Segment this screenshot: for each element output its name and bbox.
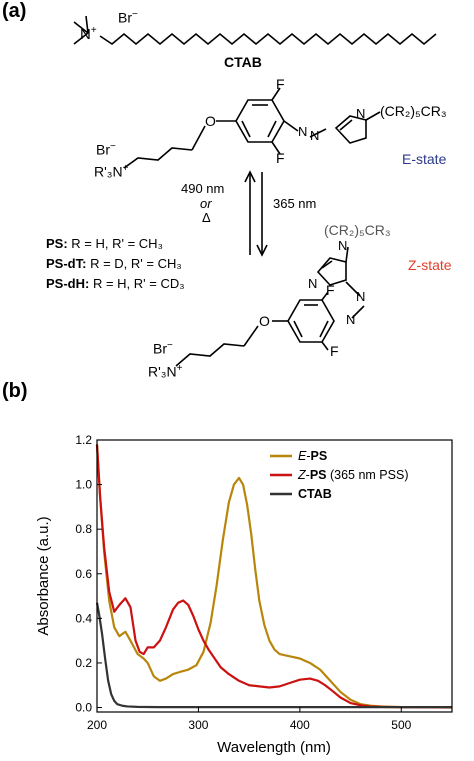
y-tick-label: 0.2 — [75, 656, 92, 670]
series-line-ctab — [95, 602, 452, 709]
x-tick-label: 500 — [391, 718, 411, 732]
ctab-label: CTAB — [224, 54, 262, 70]
e-ammonium: R'₃N+ — [94, 163, 129, 180]
legend-label-e-ps: E-PS — [298, 449, 327, 463]
e-oxygen: O — [205, 113, 216, 129]
y-tick-label: 0.4 — [75, 611, 92, 625]
y-tick-label: 0.8 — [75, 522, 92, 536]
x-tick-label: 200 — [87, 718, 107, 732]
legend-label-z-ps: Z-PS (365 nm PSS) — [297, 468, 408, 482]
y-tick-label: 0.0 — [75, 701, 92, 715]
y-tick-label: 1.0 — [75, 478, 92, 492]
z-oxygen: O — [259, 313, 270, 329]
series-line-z-ps — [95, 444, 453, 709]
ctab-nitrogen: N+ — [80, 25, 97, 43]
x-tick-label: 300 — [188, 718, 208, 732]
e-pyrazole-n: N — [356, 106, 366, 121]
ctab-alkyl-chain — [99, 32, 437, 46]
e-azo-n2: N — [310, 128, 320, 143]
y-axis-label: Absorbance (a.u.) — [35, 516, 52, 635]
panel-b-label: (b) — [2, 380, 28, 402]
legend-label-ctab: CTAB — [298, 487, 332, 501]
legend-ps-dt: PS-dT: R = D, R' = CH₃ — [46, 256, 182, 271]
legend-ps: PS: R = H, R' = CH₃ — [46, 236, 163, 251]
z-bromide: Br− — [153, 340, 173, 357]
ctab-methyl-1 — [73, 21, 89, 34]
y-tick-label: 0.6 — [75, 567, 92, 581]
panel-a-label: (a) — [2, 0, 27, 22]
back-arrow-label-top: 490 nm — [181, 181, 225, 196]
z-substituent: (CR₂)₅CR₃ — [324, 222, 391, 238]
ctab-bromide: Br− — [118, 9, 138, 26]
chart-ticks: 200 300 400 500 0.0 0.2 0.4 0.6 0.8 1.0 1.2 — [75, 433, 411, 732]
z-state-label: Z-state — [408, 257, 452, 273]
ctab-methyl-2 — [85, 15, 89, 34]
back-arrow-label-or: or — [200, 196, 212, 211]
z-azo-n1: N — [356, 289, 366, 304]
panel-a-structures — [73, 15, 437, 367]
forward-arrow-label: 365 nm — [273, 196, 317, 211]
e-fluorine-top: F — [276, 76, 285, 92]
e-pyrazole-ring — [334, 115, 367, 144]
e-substituent: (CR₂)₅CR₃ — [380, 103, 447, 119]
e-state-label: E-state — [402, 151, 447, 167]
e-butyl-chain — [123, 147, 193, 169]
chart-series-group — [95, 444, 453, 709]
plot-frame — [96, 439, 453, 713]
x-axis-label: Wavelength (nm) — [217, 739, 331, 756]
e-fluorine-bottom: F — [276, 150, 285, 166]
chart-axes — [96, 439, 453, 713]
z-pyrazole-ring — [316, 257, 347, 286]
legend-ps-dh: PS-dH: R = H, R' = CD₃ — [46, 276, 185, 291]
z-fluorine-top: F — [326, 282, 335, 298]
x-tick-label: 400 — [290, 718, 310, 732]
z-azo-n2: N — [346, 312, 356, 327]
ctab-methyl-3 — [73, 32, 89, 45]
z-butyl-chain — [175, 343, 245, 367]
back-arrow-label-delta: Δ — [202, 210, 211, 225]
z-pyrazole-n2: N — [308, 276, 318, 291]
z-ammonium: R'₃N+ — [148, 363, 183, 380]
chart-legend: E-PS Z-PS (365 nm PSS) CTAB — [270, 449, 408, 501]
e-bromide: Br− — [96, 141, 116, 158]
z-fluorine-bottom: F — [330, 343, 339, 359]
y-tick-label: 1.2 — [75, 433, 92, 447]
series-line-e-ps — [95, 444, 453, 709]
z-pyrazole-n: N — [338, 238, 348, 253]
e-azo-n1: N — [298, 124, 308, 139]
